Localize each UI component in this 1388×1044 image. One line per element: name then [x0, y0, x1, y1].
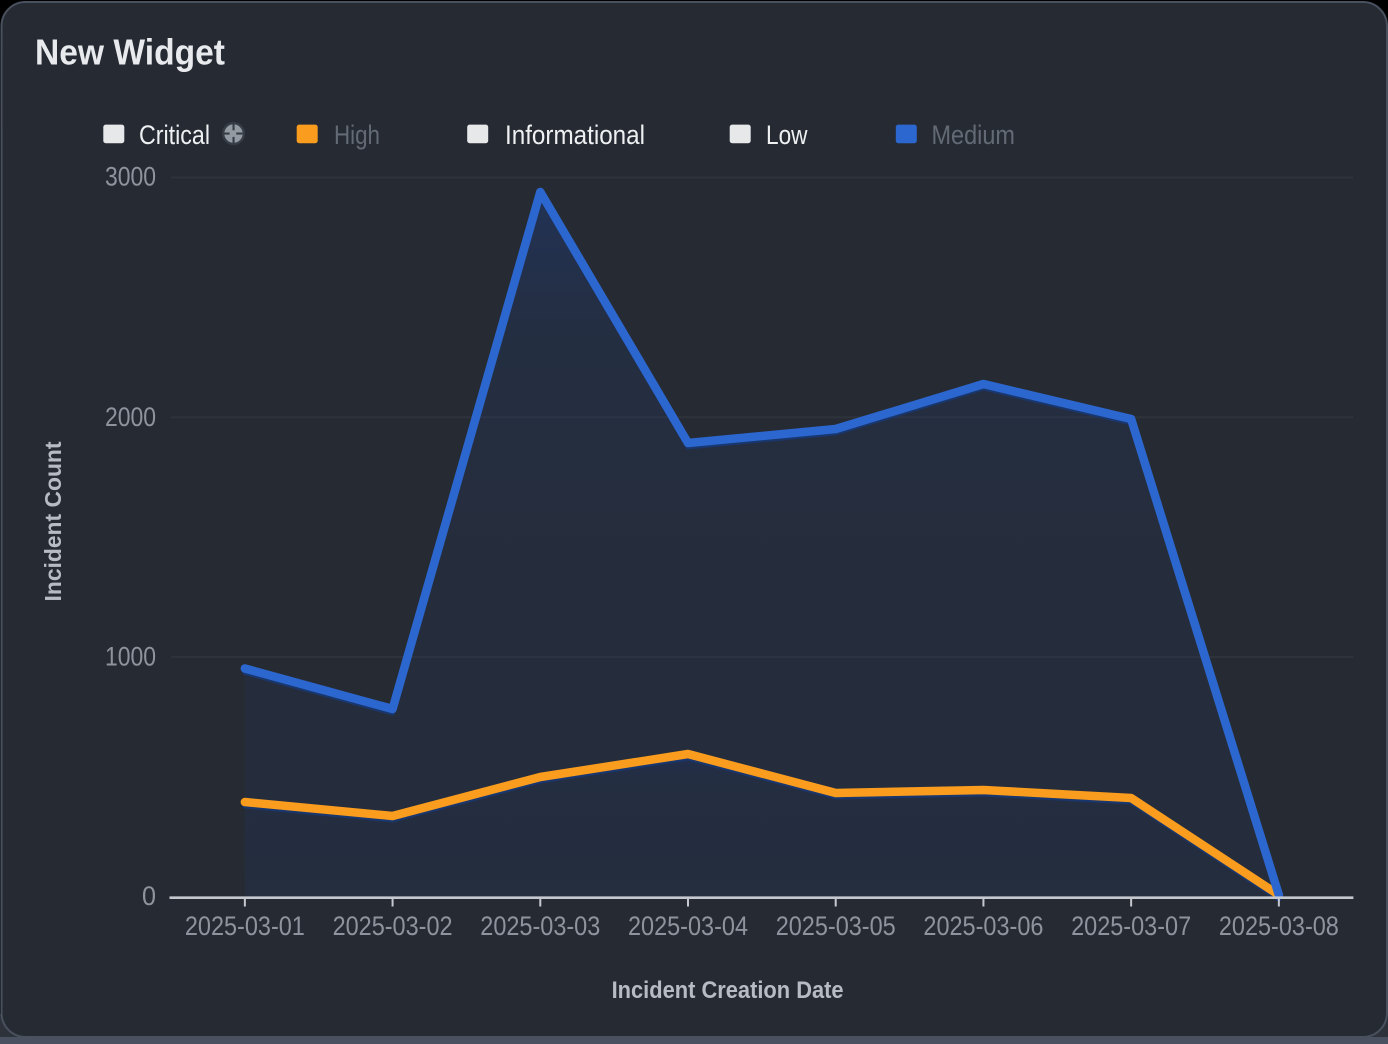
- svg-text:2025-03-03: 2025-03-03: [480, 911, 600, 941]
- svg-text:New Widget: New Widget: [35, 32, 225, 73]
- svg-text:2000: 2000: [105, 402, 156, 432]
- svg-text:2025-03-06: 2025-03-06: [923, 911, 1043, 941]
- svg-text:Incident Count: Incident Count: [40, 441, 66, 601]
- svg-text:2025-03-01: 2025-03-01: [185, 911, 305, 941]
- svg-text:2025-03-05: 2025-03-05: [776, 911, 896, 941]
- svg-text:2025-03-07: 2025-03-07: [1071, 911, 1191, 941]
- svg-text:1000: 1000: [105, 642, 156, 672]
- svg-text:2025-03-02: 2025-03-02: [333, 911, 453, 941]
- svg-text:Informational: Informational: [505, 120, 645, 150]
- svg-text:2025-03-04: 2025-03-04: [628, 911, 748, 941]
- svg-text:3000: 3000: [105, 162, 156, 192]
- svg-text:0: 0: [142, 881, 156, 911]
- svg-text:Incident Creation Date: Incident Creation Date: [612, 977, 844, 1004]
- svg-text:Low: Low: [766, 120, 808, 150]
- svg-text:Medium: Medium: [932, 120, 1016, 150]
- svg-text:High: High: [334, 120, 380, 150]
- svg-text:2025-03-08: 2025-03-08: [1219, 911, 1339, 941]
- svg-text:Critical: Critical: [139, 120, 210, 150]
